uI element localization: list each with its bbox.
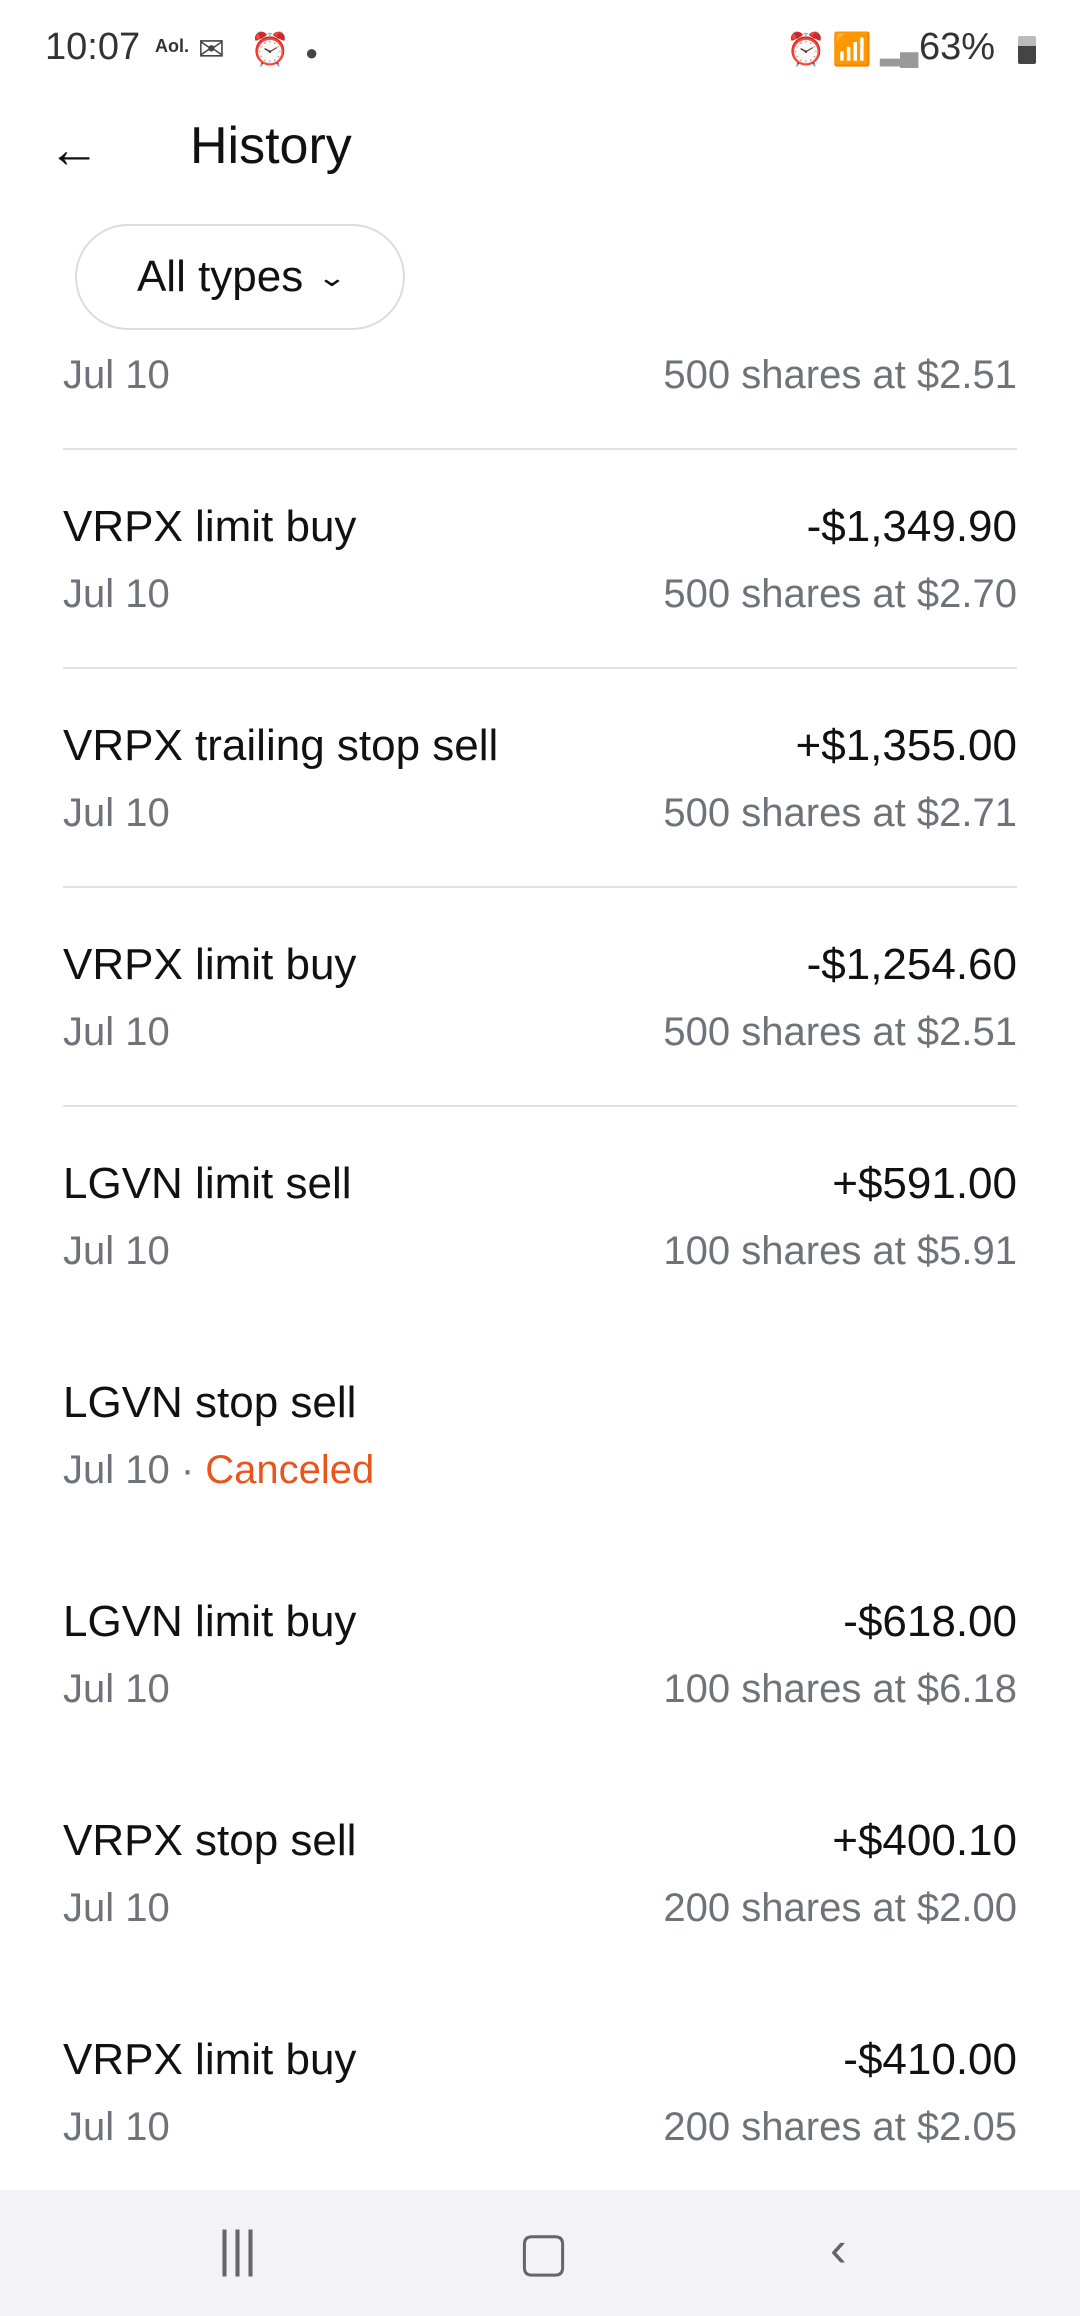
history-row[interactable]: VRPX limit buy -$410.00 Jul 10 200 shares a… (63, 1983, 1017, 2202)
battery-percent: 63% (918, 26, 995, 68)
order-title: VRPX trailing stop sell (63, 721, 499, 770)
header: ← History All types ⌄ (0, 96, 1080, 340)
history-row[interactable]: VRPX trailing stop sell +$1,355.00 Jul 10 5… (63, 669, 1017, 888)
history-row[interactable]: LGVN limit sell +$591.00 Jul 10 100 shares … (63, 1107, 1017, 1326)
chevron-down-icon: ⌄ (316, 261, 348, 292)
page-title: History (190, 117, 352, 175)
order-amount: +$591.00 (832, 1159, 1017, 1208)
order-date: Jul 10 (63, 791, 170, 835)
order-amount: -$618.00 (843, 1597, 1017, 1646)
status-badge: Canceled (205, 1448, 375, 1492)
order-detail: 100 shares at $6.18 (663, 1667, 1017, 1711)
history-row[interactable]: LGVN limit buy -$618.00 Jul 10 100 shares a… (63, 1545, 1017, 1764)
home-icon[interactable]: ▢ (518, 2222, 570, 2282)
order-date: Jul 10 (63, 1886, 170, 1930)
status-time: 10:07 (45, 26, 141, 68)
mail-icon: ✉ (198, 31, 225, 67)
history-row[interactable]: LGVN stop sell Jul 10 · Canceled (63, 1326, 1017, 1545)
signal-icon: ▂▄ (880, 36, 919, 66)
history-row[interactable]: Jul 10 500 shares at $2.51 (63, 231, 1017, 450)
order-date: Jul 10 (63, 1667, 170, 1711)
filter-label: All types (136, 252, 304, 301)
order-title: LGVN limit sell (63, 1159, 352, 1208)
order-amount: -$1,349.90 (806, 502, 1017, 551)
battery-icon (1018, 36, 1036, 64)
order-detail: 500 shares at $2.71 (663, 791, 1017, 835)
wifi-icon: 📶 (832, 31, 872, 67)
back-arrow-icon[interactable]: ← (48, 121, 100, 179)
order-date: Jul 10 (63, 1010, 170, 1054)
order-date: Jul 10 (63, 353, 170, 397)
order-date: Jul 10 (63, 1448, 170, 1492)
order-detail: 500 shares at $2.51 (663, 353, 1017, 397)
order-title: VRPX limit buy (63, 502, 357, 551)
order-title: LGVN limit buy (63, 1597, 357, 1646)
aol-notification-icon: Aol. (155, 36, 189, 56)
order-detail: 100 shares at $5.91 (663, 1229, 1017, 1273)
recent-apps-icon[interactable]: ||| (218, 2221, 257, 2277)
history-row[interactable]: VRPX limit buy -$1,349.90 Jul 10 500 shares… (63, 450, 1017, 669)
order-amount: +$1,355.00 (795, 721, 1017, 770)
type-filter-dropdown[interactable]: All types ⌄ (75, 224, 405, 330)
order-amount: -$1,254.60 (806, 940, 1017, 989)
order-title: LGVN stop sell (63, 1378, 357, 1427)
order-detail: 200 shares at $2.05 (663, 2105, 1017, 2149)
order-amount: +$400.10 (832, 1816, 1017, 1865)
order-date: Jul 10 (63, 2105, 170, 2149)
order-title: VRPX limit buy (63, 940, 357, 989)
separator-dot: · (169, 1448, 206, 1492)
order-date: Jul 10 (63, 1229, 170, 1273)
history-row[interactable]: VRPX limit buy -$1,254.60 Jul 10 500 shares… (63, 888, 1017, 1107)
alarm-icon: ⏰ (250, 31, 290, 67)
order-detail: 500 shares at $2.51 (663, 1010, 1017, 1054)
history-row[interactable]: VRPX stop sell +$400.10 Jul 10 200 shares a… (63, 1764, 1017, 1983)
alarm-active-icon: ⏰ (786, 31, 826, 67)
order-date: Jul 10 (63, 572, 170, 616)
order-title: VRPX limit buy (63, 2035, 357, 2084)
notification-dot-icon: ● (305, 40, 319, 65)
order-title: VRPX stop sell (63, 1816, 357, 1865)
order-detail: 200 shares at $2.00 (663, 1886, 1017, 1930)
order-amount: -$410.00 (843, 2035, 1017, 2084)
order-subline: Jul 10 · Canceled (63, 1448, 374, 1493)
system-back-icon[interactable]: ‹ (830, 2221, 847, 2277)
status-bar: 10:07 Aol. ✉ ⏰ ● ⏰ 📶 ▂▄ 63% (0, 0, 1080, 96)
order-detail: 500 shares at $2.70 (663, 572, 1017, 616)
history-list: Jul 10 500 shares at $2.51 VRPX limit buy -… (0, 231, 1080, 2202)
system-nav-bar: ||| ▢ ‹ (0, 2190, 1080, 2316)
